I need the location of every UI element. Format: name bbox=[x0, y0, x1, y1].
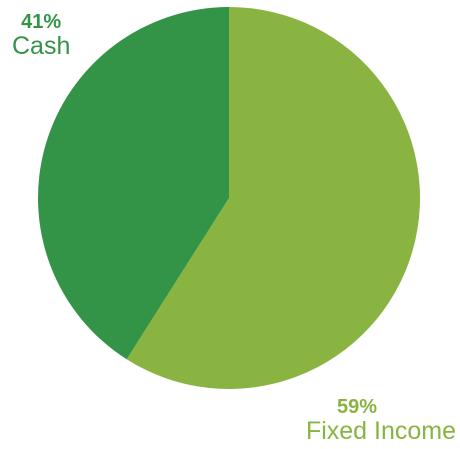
cash-label: 41% Cash bbox=[12, 12, 70, 59]
pie-slice-fixed-income bbox=[126, 7, 421, 389]
fixed-income-label: 59% Fixed Income bbox=[306, 397, 456, 444]
cash-name-label: Cash bbox=[12, 32, 71, 60]
fixed-income-name-label: Fixed Income bbox=[305, 417, 456, 445]
pie-slice-cash bbox=[38, 7, 229, 360]
cash-percent-label: 41% bbox=[21, 11, 62, 33]
fixed-income-percent-label: 59% bbox=[336, 396, 377, 418]
